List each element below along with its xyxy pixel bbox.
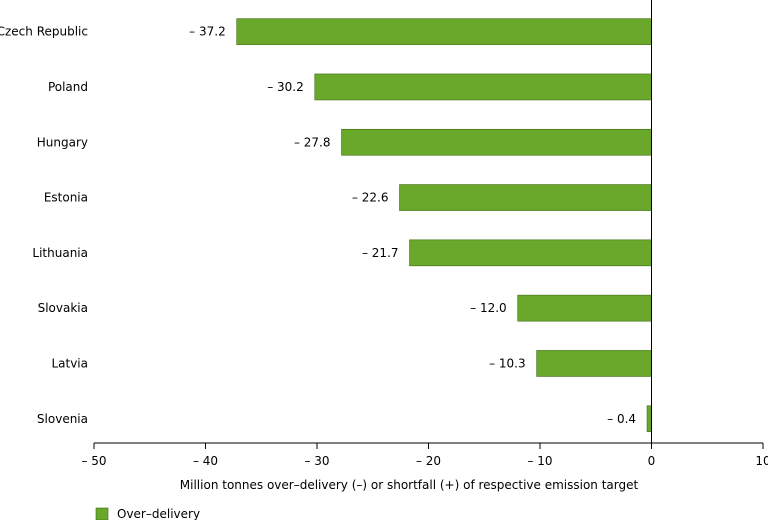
category-label-hungary: Hungary: [37, 135, 88, 149]
x-tick-label: 10: [755, 454, 768, 468]
legend-swatch: [95, 507, 109, 520]
value-label-hungary: – 27.8: [294, 135, 331, 149]
x-axis-ticks: – 50 – 40 – 30 – 20 – 10 0 10: [81, 443, 768, 468]
category-label-slovenia: Slovenia: [37, 412, 88, 426]
value-label-estonia: – 22.6: [352, 191, 389, 205]
x-axis-title: Million tonnes over–delivery (–) or shor…: [180, 478, 639, 492]
category-label-estonia: Estonia: [44, 191, 88, 205]
bar-estonia: [399, 184, 652, 211]
legend: Over–delivery: [95, 507, 200, 520]
value-label-slovakia: – 12.0: [470, 301, 507, 315]
bar-latvia: [536, 350, 652, 377]
x-tick-label: – 10: [527, 454, 552, 468]
category-labels: Czech Republic Poland Hungary Estonia Lithua…: [0, 25, 88, 426]
value-label-czech-republic: – 37.2: [189, 25, 226, 39]
value-labels: – 37.2 – 30.2 – 27.8 – 22.6 – 21.7 – 12.0 – 10…: [189, 25, 636, 426]
x-tick-label: – 50: [81, 454, 106, 468]
category-label-slovakia: Slovakia: [38, 301, 88, 315]
bar-slovenia: [646, 405, 652, 433]
x-tick-label: 0: [648, 454, 656, 468]
x-tick-label: – 30: [304, 454, 329, 468]
bar-slovakia: [517, 294, 652, 322]
legend-label: Over–delivery: [117, 507, 200, 520]
category-label-czech-republic: Czech Republic: [0, 25, 88, 39]
value-label-lithuania: – 21.7: [362, 246, 399, 260]
bar-poland: [314, 73, 652, 101]
bars-group: [236, 18, 652, 433]
category-label-lithuania: Lithuania: [32, 246, 88, 260]
value-label-slovenia: – 0.4: [607, 412, 636, 426]
value-label-poland: – 30.2: [267, 80, 304, 94]
category-label-latvia: Latvia: [51, 356, 88, 370]
category-label-poland: Poland: [48, 80, 88, 94]
x-tick-label: – 40: [193, 454, 218, 468]
value-label-latvia: – 10.3: [489, 356, 526, 370]
x-tick-label: – 20: [416, 454, 441, 468]
bar-czech-republic: [236, 18, 652, 45]
bar-hungary: [341, 128, 652, 156]
bar-lithuania: [409, 239, 652, 267]
